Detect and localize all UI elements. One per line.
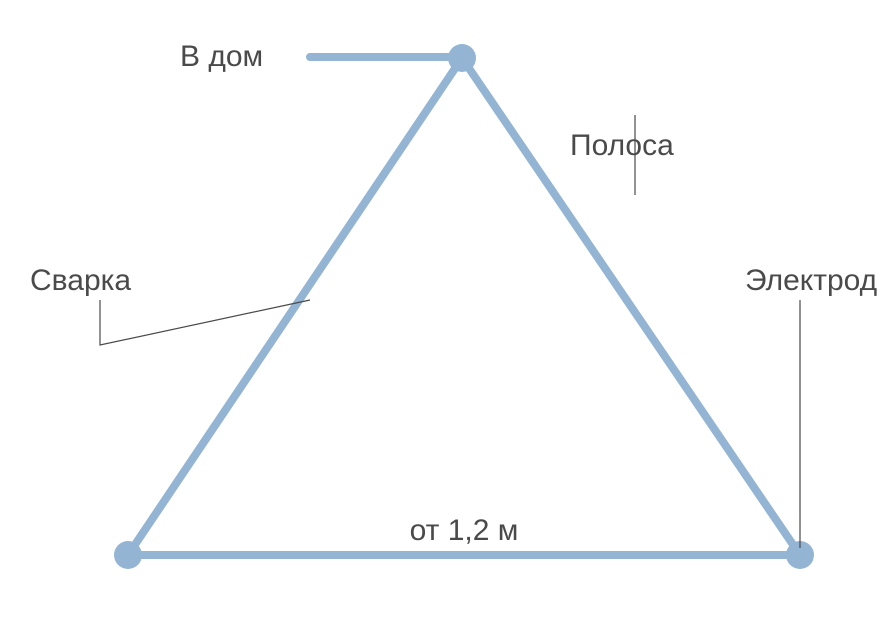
label-svarka: Сварка — [30, 264, 131, 297]
label-to_house: В дом — [180, 40, 263, 73]
label-electrode: Электрод — [745, 264, 877, 297]
node-top — [448, 44, 476, 72]
grounding-diagram: В дом Полоса Сварка Электрод от 1,2 м — [0, 0, 890, 643]
label-polosa: Полоса — [570, 129, 674, 162]
label-dimension: от 1,2 м — [410, 514, 519, 547]
edge-top-left — [128, 58, 462, 555]
callout-svarka — [100, 300, 310, 345]
node-left — [114, 541, 142, 569]
